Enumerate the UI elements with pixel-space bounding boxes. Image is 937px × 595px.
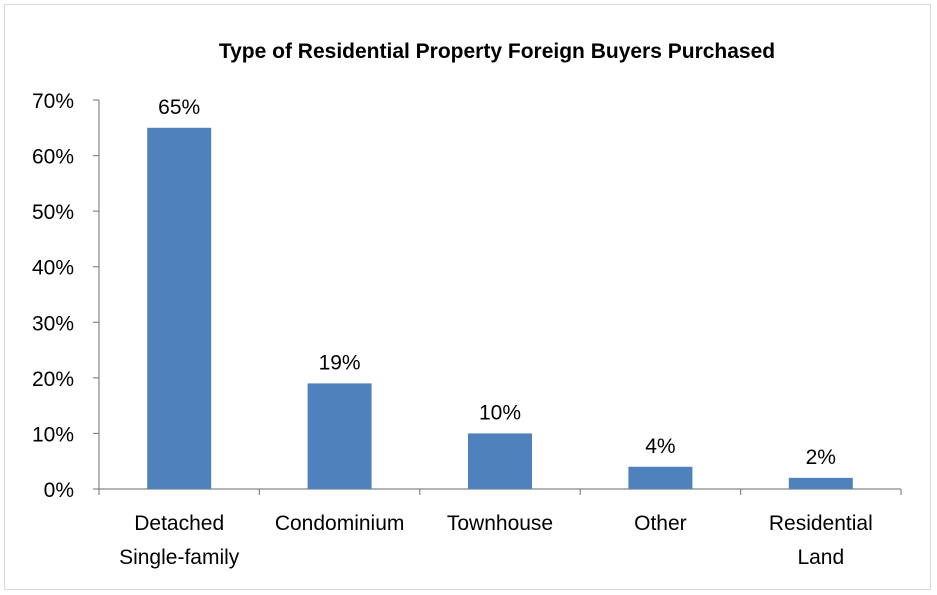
category-label: Condominium	[275, 512, 405, 535]
bar-data-label: 65%	[158, 96, 200, 119]
category-label: Other	[634, 512, 687, 535]
bar	[628, 466, 693, 489]
y-tick-label: 40%	[32, 257, 74, 280]
bar-data-label: 4%	[645, 435, 675, 458]
category-label: Residential	[769, 512, 873, 535]
bar-data-label: 10%	[479, 401, 521, 424]
category-labels: Detached Single-family Condominium Townhous…	[119, 512, 873, 569]
category-label: Detached	[134, 512, 224, 535]
y-tick-label: 70%	[32, 90, 74, 113]
data-labels: 65% 19% 10% 4% 2%	[158, 96, 836, 469]
bar-data-label: 19%	[319, 351, 361, 374]
bar	[147, 127, 212, 490]
bar	[468, 433, 532, 489]
y-tick-label: 0%	[44, 479, 74, 502]
bars	[147, 127, 853, 490]
chart-title: Type of Residential Property Foreign Buy…	[219, 40, 775, 63]
bar	[307, 383, 372, 489]
y-axis-ticks: 0% 10% 20% 30% 40% 50% 60% 70%	[32, 90, 99, 502]
y-tick-label: 20%	[32, 368, 74, 391]
y-tick-label: 30%	[32, 312, 74, 335]
bar	[788, 477, 853, 489]
y-tick-label: 60%	[32, 146, 74, 169]
y-tick-label: 10%	[32, 423, 74, 446]
category-label: Townhouse	[447, 512, 553, 535]
y-tick-label: 50%	[32, 201, 74, 224]
bar-data-label: 2%	[806, 446, 836, 469]
category-label: Single-family	[119, 546, 240, 569]
category-label: Land	[797, 546, 844, 569]
